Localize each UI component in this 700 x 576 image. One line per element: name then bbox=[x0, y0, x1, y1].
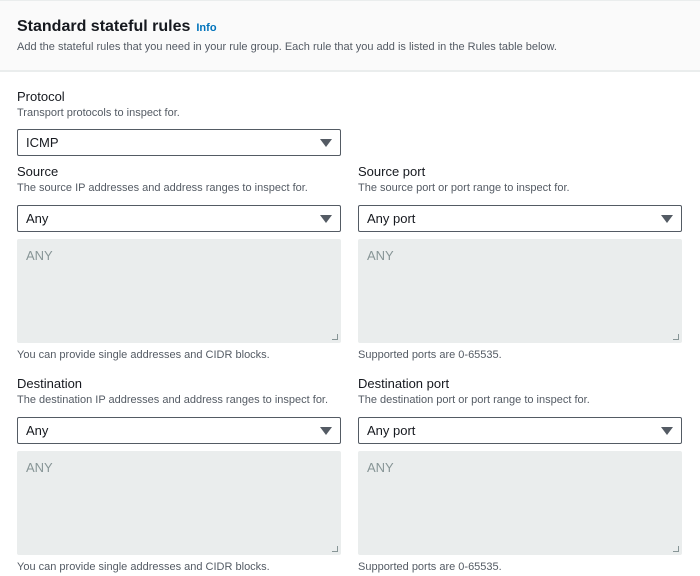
protocol-label: Protocol bbox=[17, 89, 65, 104]
destination-port-hint: Supported ports are 0-65535. bbox=[358, 561, 502, 573]
caret-down-icon bbox=[661, 426, 673, 435]
source-select[interactable]: Any bbox=[17, 205, 341, 232]
section-header: Standard stateful rules Info Add the stat… bbox=[0, 0, 700, 72]
destination-port-select[interactable]: Any port bbox=[358, 417, 682, 444]
source-port-description: The source port or port range to inspect… bbox=[358, 182, 570, 194]
source-description: The source IP addresses and address rang… bbox=[17, 182, 308, 194]
source-textarea[interactable]: ANY bbox=[17, 239, 341, 343]
source-port-select[interactable]: Any port bbox=[358, 205, 682, 232]
source-port-textarea-text: ANY bbox=[367, 248, 394, 263]
destination-textarea-text: ANY bbox=[26, 460, 53, 475]
source-port-hint: Supported ports are 0-65535. bbox=[358, 349, 502, 361]
protocol-field: Protocol Transport protocols to inspect … bbox=[17, 88, 341, 156]
caret-down-icon bbox=[661, 214, 673, 223]
page-title: Standard stateful rules Info bbox=[17, 18, 217, 36]
destination-port-field: Destination port The destination port or… bbox=[358, 375, 682, 573]
title-text: Standard stateful rules bbox=[17, 18, 191, 35]
destination-select[interactable]: Any bbox=[17, 417, 341, 444]
destination-textarea[interactable]: ANY bbox=[17, 451, 341, 555]
source-port-value: Any port bbox=[367, 211, 416, 226]
source-port-field: Source port The source port or port rang… bbox=[358, 163, 682, 361]
caret-down-icon bbox=[320, 138, 332, 147]
caret-down-icon bbox=[320, 214, 332, 223]
resize-handle-icon[interactable] bbox=[332, 334, 338, 340]
source-value: Any bbox=[26, 211, 49, 226]
resize-handle-icon[interactable] bbox=[673, 334, 679, 340]
protocol-value: ICMP bbox=[26, 135, 59, 150]
protocol-select[interactable]: ICMP bbox=[17, 129, 341, 156]
destination-port-textarea[interactable]: ANY bbox=[358, 451, 682, 555]
source-hint: You can provide single addresses and CID… bbox=[17, 349, 270, 361]
source-field: Source The source IP addresses and addre… bbox=[17, 163, 341, 361]
destination-port-description: The destination port or port range to in… bbox=[358, 394, 590, 406]
destination-port-textarea-text: ANY bbox=[367, 460, 394, 475]
destination-port-value: Any port bbox=[367, 423, 416, 438]
destination-field: Destination The destination IP addresses… bbox=[17, 375, 341, 573]
source-label: Source bbox=[17, 164, 59, 179]
destination-hint: You can provide single addresses and CID… bbox=[17, 561, 270, 573]
source-textarea-text: ANY bbox=[26, 248, 53, 263]
destination-port-label: Destination port bbox=[358, 376, 450, 391]
protocol-description: Transport protocols to inspect for. bbox=[17, 107, 180, 119]
source-port-label: Source port bbox=[358, 164, 426, 179]
resize-handle-icon[interactable] bbox=[673, 546, 679, 552]
destination-value: Any bbox=[26, 423, 49, 438]
header-description: Add the stateful rules that you need in … bbox=[17, 41, 557, 53]
source-port-textarea[interactable]: ANY bbox=[358, 239, 682, 343]
destination-description: The destination IP addresses and address… bbox=[17, 394, 329, 406]
info-link[interactable]: Info bbox=[196, 22, 217, 34]
resize-handle-icon[interactable] bbox=[332, 546, 338, 552]
destination-label: Destination bbox=[17, 376, 83, 391]
caret-down-icon bbox=[320, 426, 332, 435]
